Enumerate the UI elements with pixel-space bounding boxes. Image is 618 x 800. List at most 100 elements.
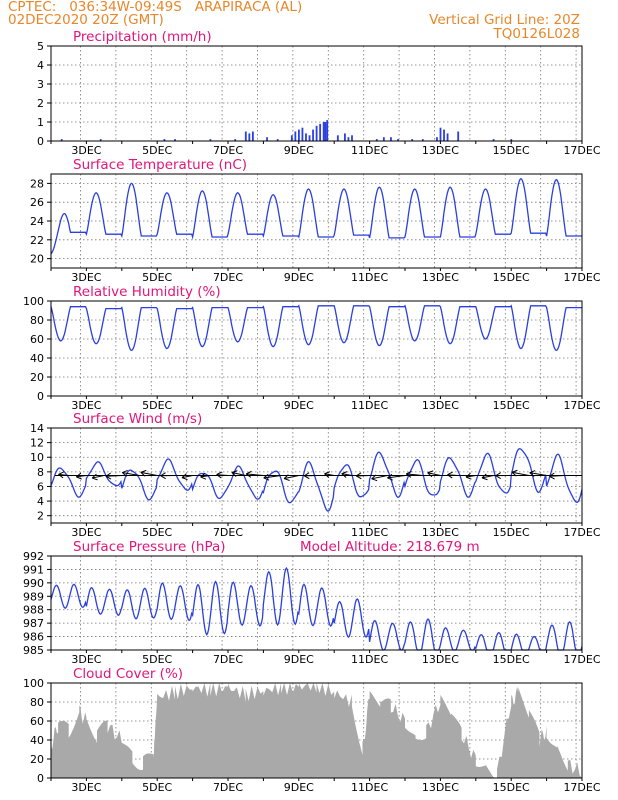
wind-arrow-head xyxy=(387,473,393,481)
header-code: TQ0126L028 xyxy=(493,26,580,42)
pressure-series xyxy=(50,566,583,651)
y-tick-label: 100 xyxy=(23,295,44,308)
x-tick-label: 7DEC xyxy=(213,526,243,539)
x-tick-label: 15DEC xyxy=(493,781,530,794)
precip-bar xyxy=(298,129,300,141)
precip-bar xyxy=(312,129,314,141)
panel-1: 0 1 2 3 4 5 3DEC 5DEC 7DEC 9DEC 11DEC 13DEC 15DEC 17D… xyxy=(37,29,601,157)
y-tick-label: 20 xyxy=(30,253,44,266)
wind-arrow xyxy=(481,475,494,479)
precip-bar xyxy=(382,137,385,141)
x-tick-label: 15DEC xyxy=(493,271,530,284)
wind-arrow xyxy=(263,475,282,479)
wind-arrow-head xyxy=(263,473,270,481)
wind-arrow-head xyxy=(495,472,502,480)
y-tick-label: 4 xyxy=(37,59,44,72)
wind-arrow-head xyxy=(121,469,128,477)
precip-bar xyxy=(336,135,339,141)
precip-bar xyxy=(294,131,297,141)
x-tick-label: 17DEC xyxy=(563,653,600,666)
wind-arrow-head xyxy=(427,470,434,478)
y-tick-label: 985 xyxy=(23,644,44,657)
precip-bar xyxy=(351,135,353,141)
y-tick-label: 24 xyxy=(30,215,44,228)
precip-bar xyxy=(492,139,495,141)
wind-arrow-head xyxy=(283,474,290,481)
x-tick-label: 5DEC xyxy=(142,526,172,539)
x-tick-label: 9DEC xyxy=(284,144,314,157)
x-tick-label: 3DEC xyxy=(71,526,101,539)
x-tick-label: 7DEC xyxy=(213,781,243,794)
precip-bar xyxy=(305,133,307,141)
header-vertical-grid: Vertical Grid Line: 20Z xyxy=(429,12,580,28)
wind-arrow xyxy=(511,471,529,476)
x-tick-label: 15DEC xyxy=(493,399,530,412)
y-tick-label: 60 xyxy=(30,715,44,728)
panel-6: 0 20 40 60 80 100 3DEC 5DEC 7DEC 9DEC 11DEC 13DEC 15… xyxy=(23,666,601,794)
precip-bar xyxy=(411,139,414,141)
panel-frame xyxy=(50,682,583,779)
x-tick-label: 3DEC xyxy=(71,144,101,157)
x-tick-label: 3DEC xyxy=(71,653,101,666)
precip-bar xyxy=(244,131,247,141)
wind-arrow-head xyxy=(76,472,82,480)
precip-bar xyxy=(163,139,166,141)
panel-title: Relative Humidity (%) xyxy=(73,284,221,300)
x-tick-label: 11DEC xyxy=(351,526,388,539)
wind-arrow-head xyxy=(105,472,112,480)
y-tick-label: 992 xyxy=(23,550,44,563)
x-tick-label: 7DEC xyxy=(213,271,243,284)
y-tick-label: 0 xyxy=(37,135,44,148)
wind-arrow-head xyxy=(371,474,378,482)
wind-arrow xyxy=(246,473,264,476)
precip-bar xyxy=(301,127,304,141)
wind-arrow xyxy=(465,475,476,478)
x-tick-label: 9DEC xyxy=(284,526,314,539)
humidity-series xyxy=(50,304,582,352)
y-tick-label: 12 xyxy=(30,437,44,450)
panel-annotation: Model Altitude: 218.679 m xyxy=(300,539,480,555)
x-tick-label: 11DEC xyxy=(351,781,388,794)
panel-frame xyxy=(50,45,583,142)
wind-arrow xyxy=(200,475,211,478)
precip-bar xyxy=(60,139,63,141)
y-tick-label: 988 xyxy=(23,604,44,617)
x-tick-label: 5DEC xyxy=(142,271,172,284)
precip-bar xyxy=(319,123,322,141)
panel-title: Surface Wind (m/s) xyxy=(73,411,202,427)
wind-arrow xyxy=(427,472,441,476)
cloud-cover-area xyxy=(51,683,582,778)
y-tick-label: 40 xyxy=(30,734,44,747)
wind-arrow-head xyxy=(465,472,472,480)
x-tick-label: 17DEC xyxy=(563,399,600,412)
y-tick-label: 14 xyxy=(30,422,44,435)
x-tick-label: 3DEC xyxy=(71,271,101,284)
x-tick-label: 11DEC xyxy=(351,271,388,284)
panel-frame xyxy=(50,300,583,397)
x-tick-label: 13DEC xyxy=(422,399,459,412)
x-tick-label: 7DEC xyxy=(213,653,243,666)
wind-arrow-head xyxy=(58,471,64,479)
wind-arrow-head xyxy=(140,469,147,477)
x-tick-label: 7DEC xyxy=(213,144,243,157)
precip-bar xyxy=(326,120,329,141)
wind-arrow-head xyxy=(231,470,238,477)
precip-bar xyxy=(99,139,102,141)
wind-arrow xyxy=(529,472,547,476)
wind-arrow xyxy=(371,475,388,480)
x-tick-label: 5DEC xyxy=(142,399,172,412)
wind-arrow-head xyxy=(405,470,412,478)
x-tick-label: 11DEC xyxy=(351,653,388,666)
wind-arrow-head xyxy=(341,471,348,478)
y-tick-label: 3 xyxy=(37,78,44,91)
y-tick-label: 8 xyxy=(37,466,44,479)
precip-bar xyxy=(209,139,212,141)
precip-bar xyxy=(510,139,513,141)
y-tick-label: 60 xyxy=(30,333,44,346)
wind-speed-series xyxy=(50,448,583,512)
x-tick-label: 9DEC xyxy=(284,399,314,412)
y-tick-label: 2 xyxy=(37,510,44,523)
y-tick-label: 6 xyxy=(37,480,44,493)
x-tick-label: 17DEC xyxy=(563,781,600,794)
